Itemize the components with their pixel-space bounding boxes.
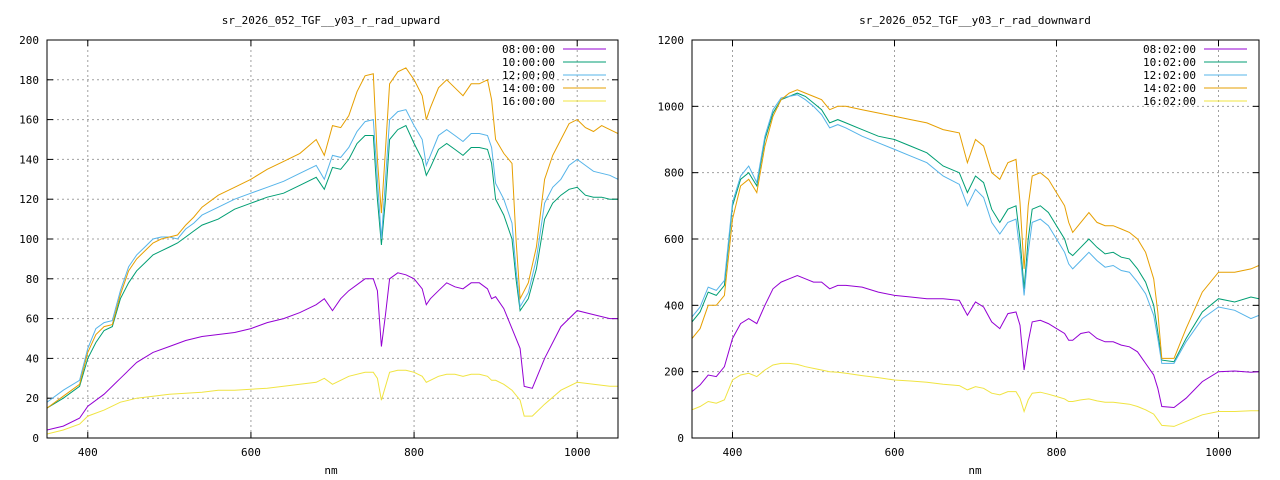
x-tick-label: 600	[885, 446, 905, 459]
plot-frame	[691, 39, 1260, 439]
series-line-120200	[692, 94, 1259, 364]
series-line-160000	[47, 369, 618, 435]
legend-label: 08:02:00	[1143, 43, 1196, 56]
y-tick-label: 600	[664, 233, 684, 246]
y-tick-label: 0	[677, 432, 684, 445]
x-tick-label: 1000	[564, 446, 591, 459]
y-tick-label: 800	[664, 167, 684, 180]
y-tick-label: 200	[19, 34, 39, 47]
downward-radiance-chart: sr_2026_052_TGF__y03_r_rad_downward 0 200 4…	[658, 14, 1260, 477]
y-tick-label: 20	[26, 392, 39, 405]
legend-label: 10:02:00	[1143, 56, 1196, 69]
x-axis-label: nm	[324, 464, 338, 477]
y-tick-label: 400	[664, 299, 684, 312]
x-tick-label: 800	[1047, 446, 1067, 459]
series-line-140200	[692, 89, 1259, 359]
y-tick-label: 1000	[658, 100, 685, 113]
legend-label: 12:02:00	[1143, 69, 1196, 82]
legend-label: 14:00:00	[502, 82, 555, 95]
plot-area	[47, 67, 618, 435]
chart-title: sr_2026_052_TGF__y03_r_rad_upward	[222, 14, 441, 27]
legend-label: 12:00:00	[502, 69, 555, 82]
legend-label: 08:00:00	[502, 43, 555, 56]
y-tick-label: 80	[26, 273, 39, 286]
y-tick-label: 140	[19, 153, 39, 166]
x-tick-label: 400	[723, 446, 743, 459]
y-tick-label: 40	[26, 352, 39, 365]
upward-radiance-chart: sr_2026_052_TGF__y03_r_rad_upward 0 20 40 60…	[19, 14, 619, 477]
y-tick-label: 100	[19, 233, 39, 246]
x-tick-label: 1000	[1205, 446, 1232, 459]
y-tick-label: 160	[19, 114, 39, 127]
series-line-120000	[47, 109, 618, 403]
series-line-100200	[692, 92, 1259, 363]
x-tick-label: 800	[404, 446, 424, 459]
y-tick-label: 0	[32, 432, 39, 445]
legend-label: 16:02:00	[1143, 95, 1196, 108]
x-tick-label: 400	[78, 446, 98, 459]
series-line-080000	[47, 272, 618, 431]
plot-frame	[46, 39, 619, 439]
x-tick-label: 600	[241, 446, 261, 459]
legend-label: 16:00:00	[502, 95, 555, 108]
series-line-140000	[47, 67, 618, 409]
y-tick-label: 1200	[658, 34, 685, 47]
y-tick-label: 180	[19, 74, 39, 87]
legend-label: 10:00:00	[502, 56, 555, 69]
y-tick-label: 60	[26, 313, 39, 326]
chart-title: sr_2026_052_TGF__y03_r_rad_downward	[859, 14, 1091, 27]
series-line-080200	[692, 274, 1259, 409]
series-line-160200	[692, 362, 1259, 427]
plot-area	[692, 89, 1259, 427]
y-tick-label: 120	[19, 193, 39, 206]
legend-label: 14:02:00	[1143, 82, 1196, 95]
y-tick-label: 200	[664, 366, 684, 379]
series-line-100000	[47, 124, 618, 409]
x-axis-label: nm	[968, 464, 982, 477]
